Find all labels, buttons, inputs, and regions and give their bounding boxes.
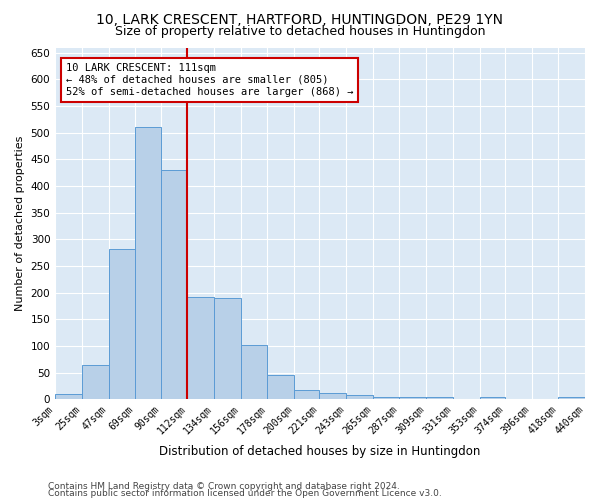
Bar (82, 364, 109, 400)
Bar (55, 394, 82, 400)
Text: 10, LARK CRESCENT, HARTFORD, HUNTINGDON, PE29 1YN: 10, LARK CRESCENT, HARTFORD, HUNTINGDON,… (97, 12, 503, 26)
Text: Size of property relative to detached houses in Huntingdon: Size of property relative to detached ho… (115, 25, 485, 38)
Bar (135, 128, 161, 400)
Bar (373, 396, 400, 400)
Bar (214, 298, 241, 400)
Bar (268, 375, 294, 400)
Bar (479, 396, 505, 400)
X-axis label: Distribution of detached houses by size in Huntingdon: Distribution of detached houses by size … (160, 444, 481, 458)
Text: Contains public sector information licensed under the Open Government Licence v3: Contains public sector information licen… (48, 489, 442, 498)
Bar (109, 249, 135, 400)
Bar (161, 170, 187, 400)
Bar (426, 396, 453, 400)
Bar (346, 395, 373, 400)
Bar (559, 396, 585, 400)
Bar (187, 297, 214, 400)
Text: Contains HM Land Registry data © Crown copyright and database right 2024.: Contains HM Land Registry data © Crown c… (48, 482, 400, 491)
Bar (319, 394, 346, 400)
Bar (241, 345, 268, 400)
Bar (400, 396, 426, 400)
Bar (294, 390, 319, 400)
Text: 10 LARK CRESCENT: 111sqm
← 48% of detached houses are smaller (805)
52% of semi-: 10 LARK CRESCENT: 111sqm ← 48% of detach… (66, 64, 353, 96)
Y-axis label: Number of detached properties: Number of detached properties (15, 136, 25, 311)
